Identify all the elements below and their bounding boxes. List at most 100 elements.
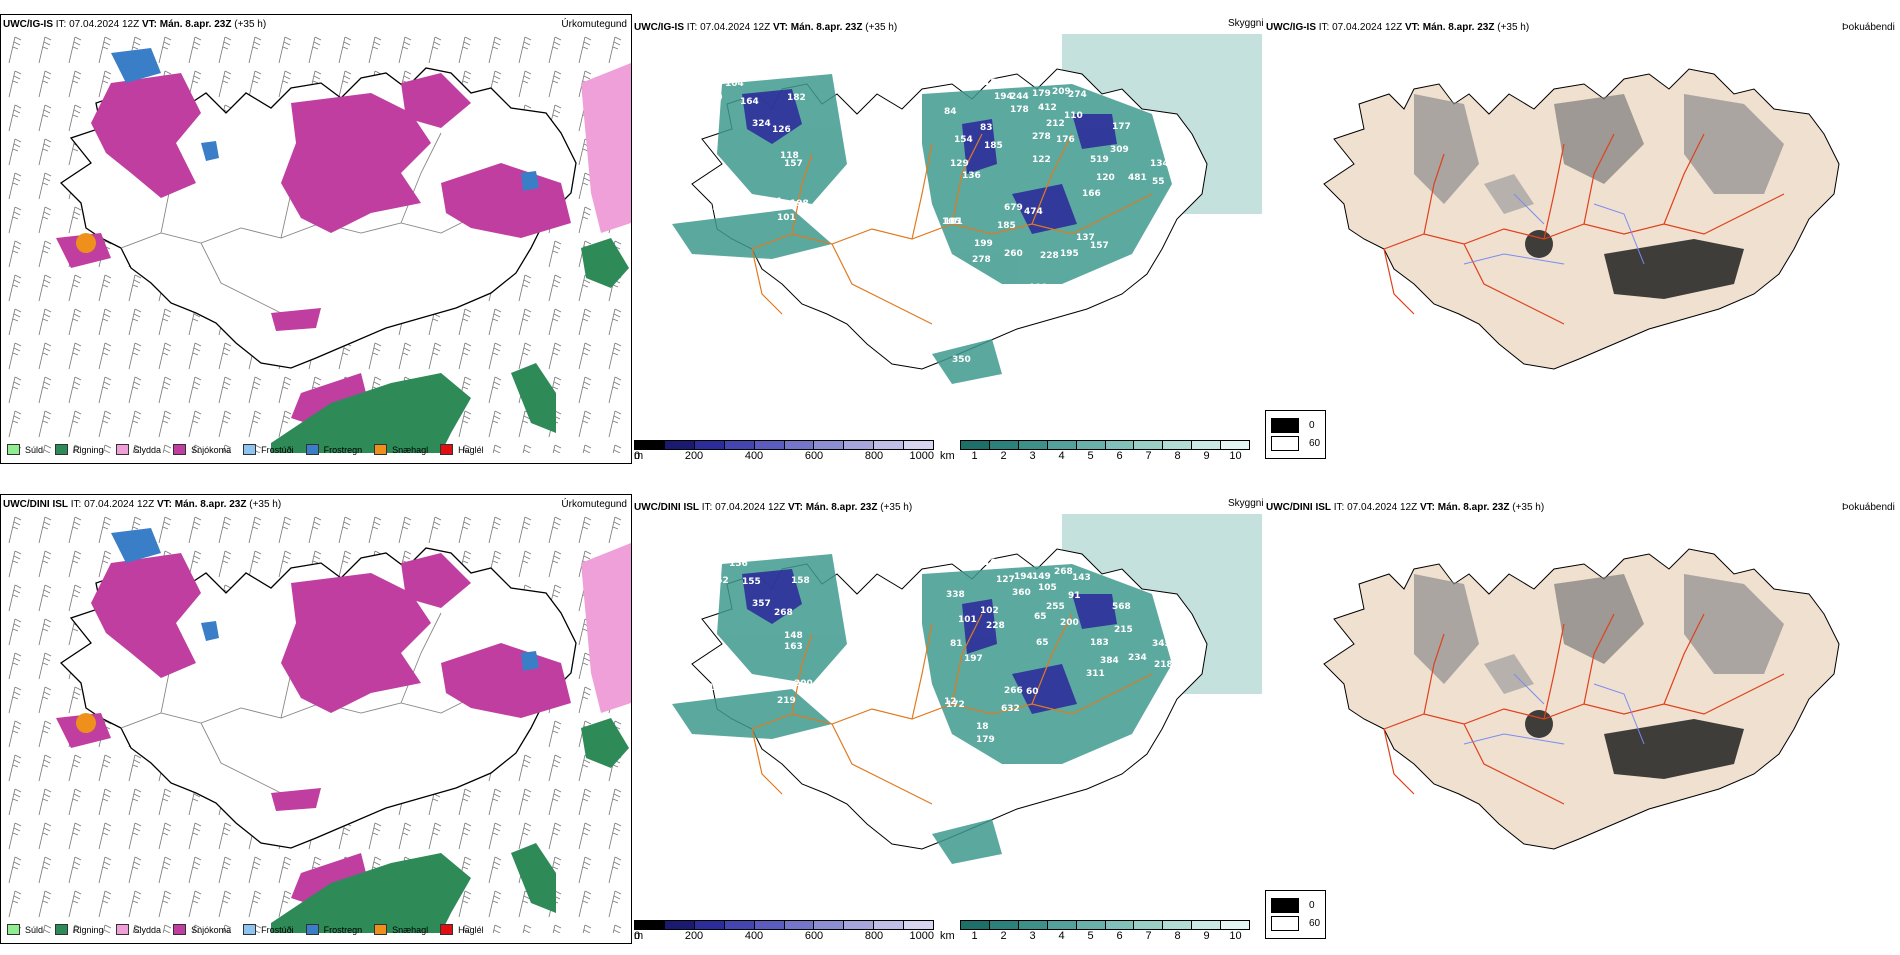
visibility-value: 12 [944,697,957,707]
visibility-value: 177 [1112,122,1131,132]
colorbar-cell [1018,441,1048,449]
colorbar-tick: 4 [1058,930,1065,942]
colorbar-cell [1163,441,1193,449]
model-name: UWC/DINI ISL [634,502,699,513]
visibility-value: 179 [1032,89,1051,99]
legend-label: Haglél [458,924,484,935]
visibility-value: 18 [976,722,989,732]
visibility-value: 154 [954,135,973,145]
visibility-value: 118 [752,205,771,215]
visibility-value: 130 [728,682,747,692]
legend-snow-grains: Snæhagl [374,924,428,935]
visibility-value: 632 [1001,704,1020,714]
visibility-value: 266 [1004,686,1023,696]
colorbar-cell [1047,921,1077,929]
colorbar-tick: 800 [864,930,884,942]
legend-rain: Rigning [55,924,104,935]
colorbar-cell [754,921,785,929]
legend-swatch [305,924,319,935]
colorbar-cell [664,921,695,929]
colorbar-tick: 1000 [909,930,934,942]
legend-frost-drizzle: Frostúði [243,444,294,455]
legend-label: Frostúði [261,444,294,455]
colorbar-tick: 400 [744,450,764,462]
fog-legend-row: 0 [1271,418,1320,433]
legend-label: Súld [25,924,44,935]
fog-legend-swatch [1271,898,1299,913]
panel-label: Úrkomutegund [561,19,627,30]
visibility-value: 164 [740,97,759,107]
visibility-value: 104 [984,558,1003,568]
visibility-value: 160 [724,199,743,209]
rivers [1463,673,1645,745]
model-name: UWC/IG-IS [1266,22,1316,33]
visibility-value: 568 [1112,602,1131,612]
legend-snow: Snjókoma [173,924,231,935]
colorbar-boxes [960,440,1250,450]
legend-drizzle: Súld [7,444,43,455]
visibility-value: 141 [752,685,771,695]
visibility-value: 101 [958,615,977,625]
model-name: UWC/DINI ISL [1266,502,1331,513]
visibility-value: 215 [1114,625,1133,635]
precip-legend: Súld Rigning Slydda Snjókoma Frostúði Fr… [7,924,496,935]
visibility-value: 55 [1152,177,1165,187]
colorbar-cell [844,441,875,449]
lead-time: (+35 h) [249,499,282,510]
colorbar-ticks: 0 200 400 600 800 1000 [634,930,934,942]
legend-swatch [243,924,257,935]
fog-legend-swatch [1271,916,1299,931]
sleet-area [581,63,631,233]
precip-map-frame: UWC/DINI ISL IT: 07.04.2024 12Z VT: Mán.… [0,494,632,944]
visibility-value: 211 [734,546,753,556]
visibility-value: 166 [1082,189,1101,199]
legend-sleet: Slydda [115,444,161,455]
colorbar-tick: 3 [1029,930,1036,942]
colorbar-cell [874,441,905,449]
visibility-value: 112 [828,217,847,227]
colorbar-tick: 5 [1087,450,1094,462]
panel-label: Þokuábendi [1842,502,1895,513]
visibility-value: 194 [994,92,1013,102]
visibility-value: 360 [1012,588,1031,598]
visibility-value: 228 [986,621,1005,631]
panel-title: UWC/IG-IS IT: 07.04.2024 12Z VT: Mán. 8.… [1266,22,1529,33]
visibility-colorbar-m: 0 200 400 600 800 1000 m [634,920,934,942]
panel-title: UWC/IG-IS IT: 07.04.2024 12Z VT: Mán. 8.… [3,19,266,30]
valid-time: Mán. 8.apr. 23Z [805,502,878,513]
visibility-value: 274 [1068,90,1087,100]
valid-time-label: VT: [1404,22,1420,33]
visibility-value: 65 [1036,638,1049,648]
colorbar-tick: 2 [1000,930,1007,942]
rain-areas [271,718,629,933]
visibility-value: 185 [984,141,1003,151]
lead-time: (+35 h) [880,502,913,513]
colorbar-tick: 4 [1058,450,1065,462]
colorbar-cell [694,921,725,929]
colorbar-cell [961,441,990,449]
legend-label: Snæhagl [392,444,429,455]
legend-label: Rigning [73,444,104,455]
visibility-value: 324 [752,119,771,129]
fog-legend-label: 60 [1309,438,1321,449]
fog-legend-label: 0 [1309,420,1315,431]
colorbar-cell [814,441,845,449]
visibility-value: 60 [1026,687,1039,697]
legend-frost-drizzle: Frostúði [243,924,294,935]
legend-label: Slydda [133,924,162,935]
panel-label: Þokuábendi [1842,22,1895,33]
visibility-value: 178 [1010,105,1029,115]
visibility-value: 101 [777,213,796,223]
fog-index-shading [1414,94,1784,299]
colorbar-unit: km [940,450,955,462]
colorbar-tick: 10 [1229,450,1242,462]
panel-label: Skyggni [1228,498,1264,509]
colorbar-tick: 400 [744,930,764,942]
visibility-colorbar-m: 0 200 400 600 800 1000 m [634,440,934,462]
legend-swatch [7,924,20,935]
colorbar-tick: 600 [804,450,824,462]
fog-legend: 0 60 [1265,890,1327,939]
colorbar-cell [1221,921,1250,929]
legend-swatch [55,444,69,455]
